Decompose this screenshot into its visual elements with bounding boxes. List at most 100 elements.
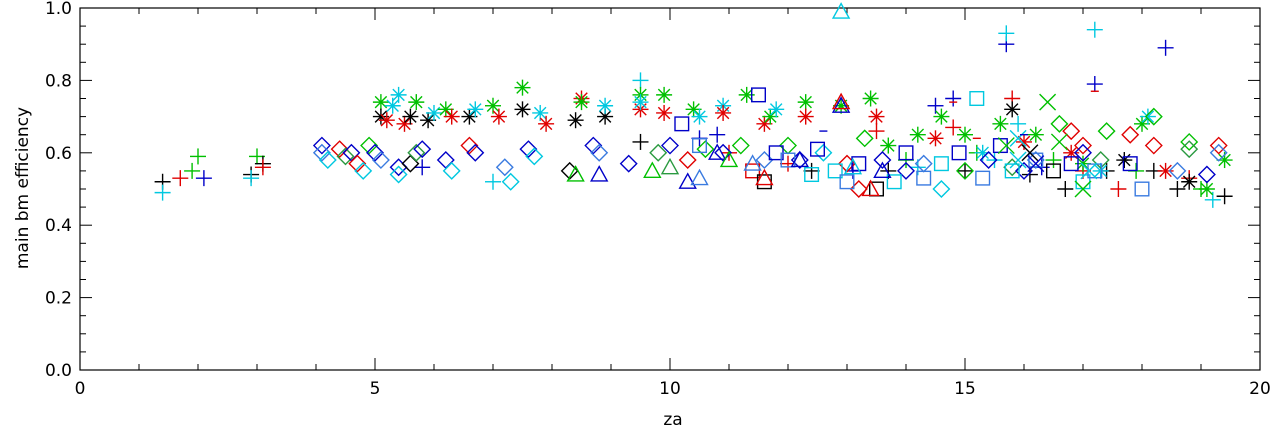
asterisk-point [1134, 115, 1150, 132]
x-point [1027, 155, 1045, 173]
asterisk-point [1181, 173, 1198, 190]
asterisk-point [378, 112, 395, 129]
triangle-point [755, 168, 774, 186]
diamond-point [442, 161, 461, 180]
diamond-point [897, 161, 915, 180]
square-point [1045, 163, 1061, 179]
diamond-point [495, 158, 514, 177]
diamond-point [619, 154, 638, 173]
x-point [1021, 144, 1039, 162]
triangle-point [708, 143, 727, 160]
data-marks [154, 2, 1233, 208]
y-tick-label: 0.4 [45, 216, 72, 236]
asterisk-point [426, 104, 442, 121]
diamond-point [873, 151, 892, 170]
plus-point [195, 170, 212, 187]
asterisk-point [927, 130, 944, 147]
triangle-point [690, 168, 709, 186]
plus-point [172, 170, 189, 187]
diamond-point [814, 143, 833, 162]
plus-point [243, 170, 260, 187]
diamond-point [661, 136, 679, 155]
diamond-point [1144, 136, 1163, 155]
plus-point [254, 159, 271, 176]
triangle-point [843, 157, 863, 175]
diamond-point [649, 143, 668, 162]
diamond-point [1091, 151, 1110, 170]
plus-point [632, 72, 649, 89]
square-point [886, 174, 902, 190]
asterisk-point [490, 108, 507, 125]
diamond-point [348, 154, 367, 173]
asterisk-point [797, 94, 814, 111]
diamond-point [1168, 161, 1187, 180]
diamond-point [371, 151, 390, 170]
diamond-point [590, 143, 609, 162]
plus-point [1169, 181, 1186, 197]
asterisk-point [715, 104, 732, 121]
asterisk-point [514, 79, 531, 96]
plus-point [803, 162, 820, 179]
diamond-point [1074, 143, 1092, 162]
diamond-point [956, 161, 974, 180]
plus-point [945, 119, 962, 136]
x-point [1009, 129, 1027, 147]
asterisk-point [532, 104, 549, 121]
diamond-point [312, 136, 331, 155]
plus-point [414, 159, 431, 176]
diamond-point [330, 140, 349, 159]
square-point [969, 90, 985, 106]
square-point [751, 87, 767, 103]
diamond-point [366, 143, 384, 162]
asterisk-point [514, 101, 531, 118]
asterisk-point [833, 97, 850, 114]
triangle-point [743, 154, 762, 171]
diamond-point [1180, 132, 1199, 151]
square-point [810, 141, 826, 157]
plus-point [154, 184, 171, 201]
plus-point [945, 90, 962, 107]
triangle-point [678, 172, 697, 189]
diamond-point [1121, 125, 1140, 144]
plus-point [1057, 181, 1074, 197]
asterisk-point [656, 86, 673, 103]
square-point [839, 174, 855, 190]
diamond-point [413, 140, 432, 159]
diamond-point [318, 151, 337, 170]
diamond-point [389, 165, 408, 184]
asterisk-point [443, 108, 460, 125]
asterisk-point [880, 137, 897, 154]
x-point [1074, 180, 1092, 198]
square-point [1004, 163, 1020, 179]
diamond-point [501, 172, 520, 191]
square-point [992, 138, 1008, 154]
plus-point [632, 133, 649, 150]
square-point [1134, 181, 1150, 197]
diamond-point [1209, 143, 1228, 162]
diamond-point [460, 136, 479, 155]
diamond-point [1180, 140, 1199, 159]
triangle-point [873, 161, 892, 179]
triangle-point [861, 179, 880, 197]
square-point [975, 170, 991, 186]
diamond-point [525, 147, 544, 166]
square-point [916, 170, 932, 186]
triangle-point [790, 150, 809, 168]
y-axis-label: main bm efficiency [13, 107, 33, 269]
asterisk-point [691, 108, 708, 125]
x-axis-label: za [663, 410, 682, 430]
asterisk-point [1027, 126, 1044, 143]
diamond-point [1209, 136, 1228, 155]
diamond-point [360, 136, 379, 155]
square-point [1063, 156, 1079, 172]
asterisk-point [372, 94, 389, 111]
asterisk-point [408, 94, 425, 111]
asterisk-point [862, 90, 879, 107]
square-point [1028, 152, 1044, 168]
asterisk-point [797, 108, 814, 125]
square-point [692, 138, 708, 154]
plus-point [868, 123, 885, 140]
plus-point [1086, 76, 1103, 93]
square-point [827, 163, 843, 179]
axis-ticks [79, 7, 1261, 371]
